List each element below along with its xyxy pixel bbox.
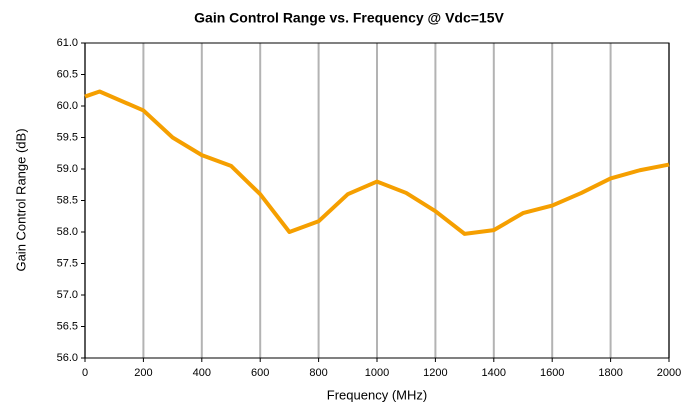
y-tick-label: 59.5 (57, 131, 78, 143)
y-tick-label: 56.0 (57, 352, 78, 364)
y-tick-label: 59.0 (57, 163, 78, 175)
y-axis-title: Gain Control Range (dB) (13, 128, 28, 271)
x-tick-label: 600 (251, 367, 269, 379)
x-tick-label: 0 (82, 367, 88, 379)
x-tick-label: 1000 (365, 367, 389, 379)
y-tick-label: 57.0 (57, 289, 78, 301)
x-axis-title: Frequency (MHz) (327, 387, 427, 402)
chart-title: Gain Control Range vs. Frequency @ Vdc=1… (194, 10, 504, 26)
data-line (84, 89, 670, 236)
y-tick-label: 60.0 (57, 100, 78, 112)
y-tick-label: 58.0 (57, 226, 78, 238)
x-tick-label: 2000 (657, 367, 681, 379)
x-tick-label: 1800 (598, 367, 622, 379)
x-tick-label: 1400 (482, 367, 506, 379)
y-tick-label: 61.0 (57, 37, 78, 49)
plot-frame (84, 42, 670, 359)
x-tick-label: 1200 (423, 367, 447, 379)
y-tick-label: 60.5 (57, 68, 78, 80)
x-tick-label: 800 (309, 367, 327, 379)
y-tick-label: 58.5 (57, 194, 78, 206)
x-tick-label: 200 (134, 367, 152, 379)
x-tick-label: 1600 (540, 367, 564, 379)
y-tick-label: 56.5 (57, 320, 78, 332)
y-tick-label: 57.5 (57, 257, 78, 269)
x-tick-label: 400 (193, 367, 211, 379)
